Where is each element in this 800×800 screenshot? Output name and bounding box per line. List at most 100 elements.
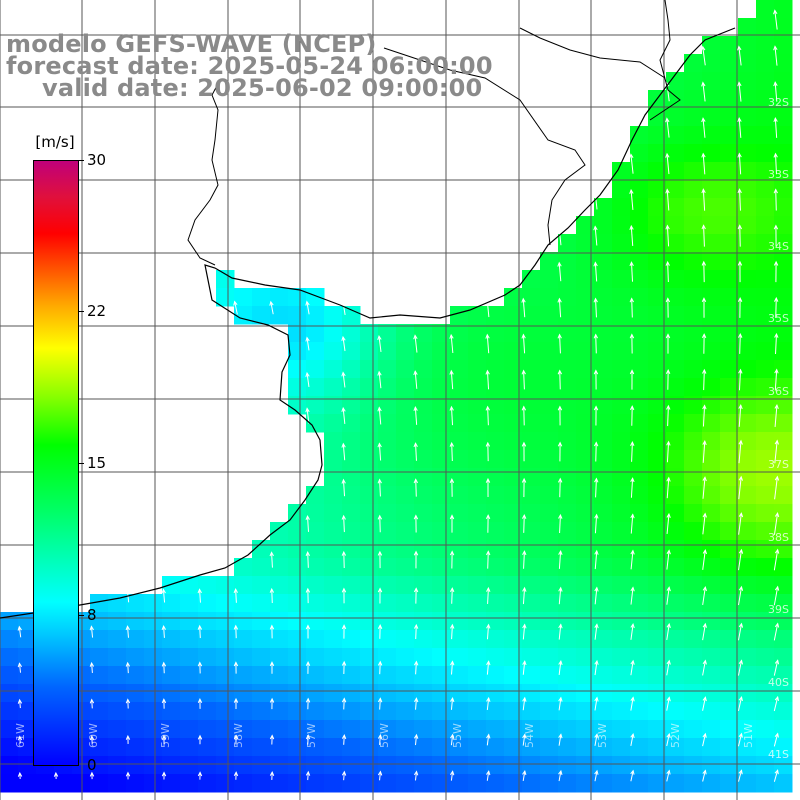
wind-speed-cell bbox=[558, 414, 577, 433]
wind-speed-cell bbox=[702, 504, 721, 523]
wind-speed-cell bbox=[342, 540, 361, 559]
wind-speed-cell bbox=[162, 702, 181, 721]
wind-speed-cell bbox=[684, 666, 703, 685]
wind-speed-cell bbox=[594, 288, 613, 307]
wind-arrow bbox=[630, 769, 635, 782]
wind-arrow bbox=[233, 697, 239, 709]
wind-speed-cell bbox=[450, 396, 469, 415]
wind-speed-cell bbox=[108, 666, 127, 685]
wind-arrow bbox=[341, 587, 347, 604]
wind-speed-cell bbox=[432, 432, 451, 451]
wind-speed-cell bbox=[342, 756, 361, 775]
wind-arrow bbox=[738, 332, 743, 354]
wind-speed-cell bbox=[180, 612, 199, 631]
wind-speed-cell bbox=[720, 180, 739, 199]
wind-speed-cell bbox=[504, 648, 523, 667]
wind-speed-cell bbox=[504, 666, 523, 685]
wind-speed-cell bbox=[450, 594, 469, 613]
wind-speed-cell bbox=[270, 756, 289, 775]
wind-speed-cell bbox=[630, 144, 649, 163]
wind-speed-cell bbox=[540, 630, 559, 649]
wind-arrow bbox=[630, 441, 635, 462]
wind-speed-cell bbox=[612, 342, 631, 361]
wind-speed-cell bbox=[450, 342, 469, 361]
wind-speed-cell bbox=[360, 540, 379, 559]
wind-speed-cell bbox=[576, 630, 595, 649]
wind-arrow bbox=[665, 224, 670, 247]
wind-speed-cell bbox=[612, 180, 631, 199]
wind-speed-cell bbox=[648, 684, 667, 703]
wind-arrow bbox=[738, 404, 743, 427]
wind-speed-cell bbox=[720, 666, 739, 685]
wind-speed-cell bbox=[666, 558, 685, 577]
wind-speed-cell bbox=[594, 252, 613, 271]
wind-speed-cell bbox=[414, 540, 433, 559]
wind-speed-cell bbox=[684, 450, 703, 469]
wind-speed-cell bbox=[774, 432, 793, 451]
wind-speed-cell bbox=[270, 540, 289, 559]
wind-speed-cell bbox=[576, 342, 595, 361]
wind-speed-cell bbox=[450, 324, 469, 343]
wind-speed-cell bbox=[90, 648, 109, 667]
wind-speed-cell bbox=[450, 666, 469, 685]
wind-arrow bbox=[413, 587, 419, 604]
wind-arrow bbox=[701, 117, 706, 138]
wind-arrow bbox=[449, 587, 455, 604]
wind-speed-cell bbox=[360, 684, 379, 703]
wind-speed-cell bbox=[666, 468, 685, 487]
wind-arrow bbox=[702, 368, 707, 391]
wind-arrow bbox=[773, 45, 778, 66]
wind-speed-cell bbox=[36, 774, 55, 793]
wind-speed-cell bbox=[252, 738, 271, 757]
forecast-date: forecast date: 2025-05-24 06:00:00 bbox=[6, 52, 493, 80]
wind-arrow bbox=[485, 550, 491, 569]
wind-speed-cell bbox=[720, 378, 739, 397]
wind-speed-cell bbox=[666, 720, 685, 739]
wind-speed-cell bbox=[684, 396, 703, 415]
wind-speed-cell bbox=[324, 360, 343, 379]
wind-speed-cell bbox=[144, 630, 163, 649]
wind-speed-cell bbox=[306, 522, 325, 541]
wind-speed-cell bbox=[612, 270, 631, 289]
wind-speed-cell bbox=[414, 576, 433, 595]
wind-speed-cell bbox=[360, 504, 379, 523]
wind-arrow bbox=[665, 333, 671, 354]
wind-speed-cell bbox=[468, 342, 487, 361]
wind-arrow bbox=[53, 771, 59, 780]
wind-speed-cell bbox=[756, 684, 775, 703]
wind-speed-cell bbox=[252, 612, 271, 631]
wind-speed-cell bbox=[216, 630, 235, 649]
wind-speed-cell bbox=[612, 468, 631, 487]
wind-arrow bbox=[486, 660, 491, 675]
wind-arrow bbox=[737, 188, 742, 211]
wind-speed-cell bbox=[594, 450, 613, 469]
wind-speed-cell bbox=[594, 486, 613, 505]
wind-arrow bbox=[738, 368, 743, 391]
wind-speed-cell bbox=[756, 216, 775, 235]
wind-speed-cell bbox=[450, 468, 469, 487]
wind-speed-cell bbox=[522, 324, 541, 343]
wind-speed-cell bbox=[684, 54, 703, 73]
wind-speed-cell bbox=[504, 630, 523, 649]
wind-speed-cell bbox=[342, 450, 361, 469]
wind-speed-cell bbox=[522, 540, 541, 559]
wind-speed-cell bbox=[270, 612, 289, 631]
wind-speed-cell bbox=[630, 504, 649, 523]
wind-speed-cell bbox=[234, 666, 253, 685]
lon-label: 53W bbox=[596, 723, 609, 748]
wind-speed-cell bbox=[558, 558, 577, 577]
wind-speed-cell bbox=[648, 342, 667, 361]
wind-speed-cell bbox=[540, 594, 559, 613]
wind-speed-cell bbox=[666, 342, 685, 361]
wind-speed-cell bbox=[702, 180, 721, 199]
wind-speed-cell bbox=[162, 756, 181, 775]
wind-speed-cell bbox=[756, 72, 775, 91]
wind-speed-cell bbox=[306, 702, 325, 721]
wind-speed-cell bbox=[540, 360, 559, 379]
wind-speed-cell bbox=[342, 738, 361, 757]
river-path bbox=[187, 79, 221, 266]
wind-arrow bbox=[558, 513, 563, 534]
wind-speed-cell bbox=[360, 378, 379, 397]
wind-speed-cell bbox=[720, 414, 739, 433]
wind-speed-cell bbox=[432, 612, 451, 631]
